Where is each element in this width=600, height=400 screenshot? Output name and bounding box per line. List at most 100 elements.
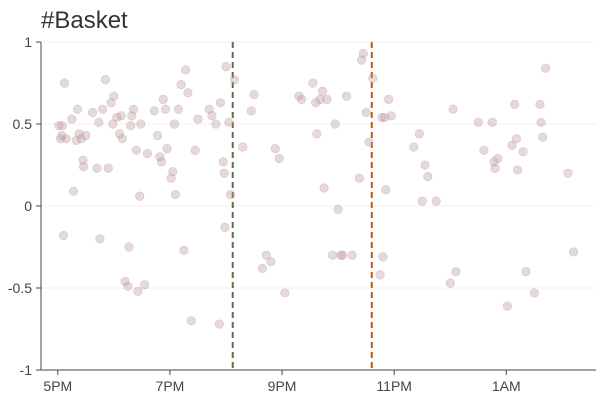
data-point (294, 91, 304, 101)
data-point (420, 160, 430, 170)
y-tick-label: -1 (20, 362, 33, 378)
data-point (568, 247, 579, 257)
data-point (128, 104, 139, 114)
data-point (59, 78, 70, 88)
data-point (56, 134, 66, 144)
data-point (103, 163, 113, 173)
data-point (246, 106, 256, 116)
data-point (131, 145, 141, 155)
data-point (354, 173, 365, 183)
data-point (149, 106, 159, 116)
data-point (529, 288, 539, 298)
data-point (319, 183, 329, 193)
reference-lines (231, 42, 373, 370)
data-point (100, 75, 111, 85)
data-point (490, 163, 500, 173)
data-point (311, 98, 321, 108)
data-point (67, 114, 77, 124)
data-point (358, 48, 368, 59)
axes: 1 0.5 0 -0.5 -1 5PM 7PM 9PM 11PM 1AM (8, 34, 596, 394)
data-point (377, 112, 387, 123)
data-point (176, 80, 186, 90)
data-point (502, 301, 513, 311)
data-point (249, 89, 259, 100)
data-point (347, 250, 357, 260)
data-point (156, 157, 167, 167)
data-point (106, 98, 116, 108)
data-point (193, 114, 203, 124)
data-point (127, 111, 137, 121)
data-point (378, 252, 388, 262)
data-point (315, 94, 325, 104)
data-point (140, 280, 150, 290)
data-point (518, 147, 528, 157)
data-point (81, 130, 91, 141)
data-point (229, 75, 240, 85)
data-point (510, 99, 520, 109)
data-point (136, 119, 146, 129)
x-tick-label: 5PM (43, 378, 72, 394)
data-point (71, 135, 81, 145)
data-point (225, 189, 236, 200)
data-point (489, 157, 499, 167)
data-point (218, 157, 228, 167)
data-point (78, 155, 88, 165)
data-point (330, 119, 340, 129)
data-point (220, 222, 230, 232)
y-tick-label: -0.5 (8, 280, 32, 296)
data-point (207, 111, 217, 121)
data-point (386, 111, 396, 121)
data-point (160, 104, 171, 114)
data-point (257, 263, 268, 273)
data-point (61, 134, 71, 144)
data-point (57, 130, 67, 141)
data-point (76, 134, 86, 144)
data-point (57, 121, 67, 131)
data-point (158, 94, 168, 104)
data-point (215, 98, 225, 108)
data-point (109, 91, 119, 101)
data-point (108, 119, 118, 129)
data-point (117, 134, 127, 144)
data-point (333, 204, 343, 214)
data-point (135, 191, 145, 201)
data-point (479, 145, 489, 155)
data-point (431, 196, 441, 206)
data-point (114, 129, 125, 139)
data-point (563, 168, 573, 178)
data-point (120, 276, 130, 287)
data-point (124, 242, 134, 252)
data-point (521, 267, 531, 277)
data-point (536, 117, 546, 127)
y-tick-label: 1 (24, 34, 32, 50)
data-point (54, 121, 64, 131)
data-point (423, 171, 433, 182)
data-point (322, 94, 332, 104)
data-point (133, 286, 143, 296)
data-point (168, 166, 178, 177)
data-point (381, 185, 391, 195)
data-point (221, 61, 231, 72)
y-tick-label: 0 (24, 198, 32, 214)
data-point (72, 104, 83, 114)
x-tick-label: 11PM (376, 378, 412, 394)
data-point (224, 117, 234, 127)
data-point (493, 153, 503, 164)
data-point (153, 130, 163, 141)
data-point (126, 121, 136, 131)
data-point (211, 119, 221, 129)
data-point (87, 107, 98, 118)
data-point (312, 129, 322, 139)
data-point (261, 250, 271, 260)
data-point (448, 104, 458, 114)
data-point (142, 148, 153, 159)
data-point (364, 137, 374, 147)
x-tick-label: 9PM (268, 378, 297, 394)
data-point (338, 250, 348, 260)
data-points (54, 48, 579, 329)
data-point (155, 152, 165, 162)
data-point (380, 112, 390, 123)
data-point (98, 104, 108, 114)
data-point (166, 173, 176, 183)
